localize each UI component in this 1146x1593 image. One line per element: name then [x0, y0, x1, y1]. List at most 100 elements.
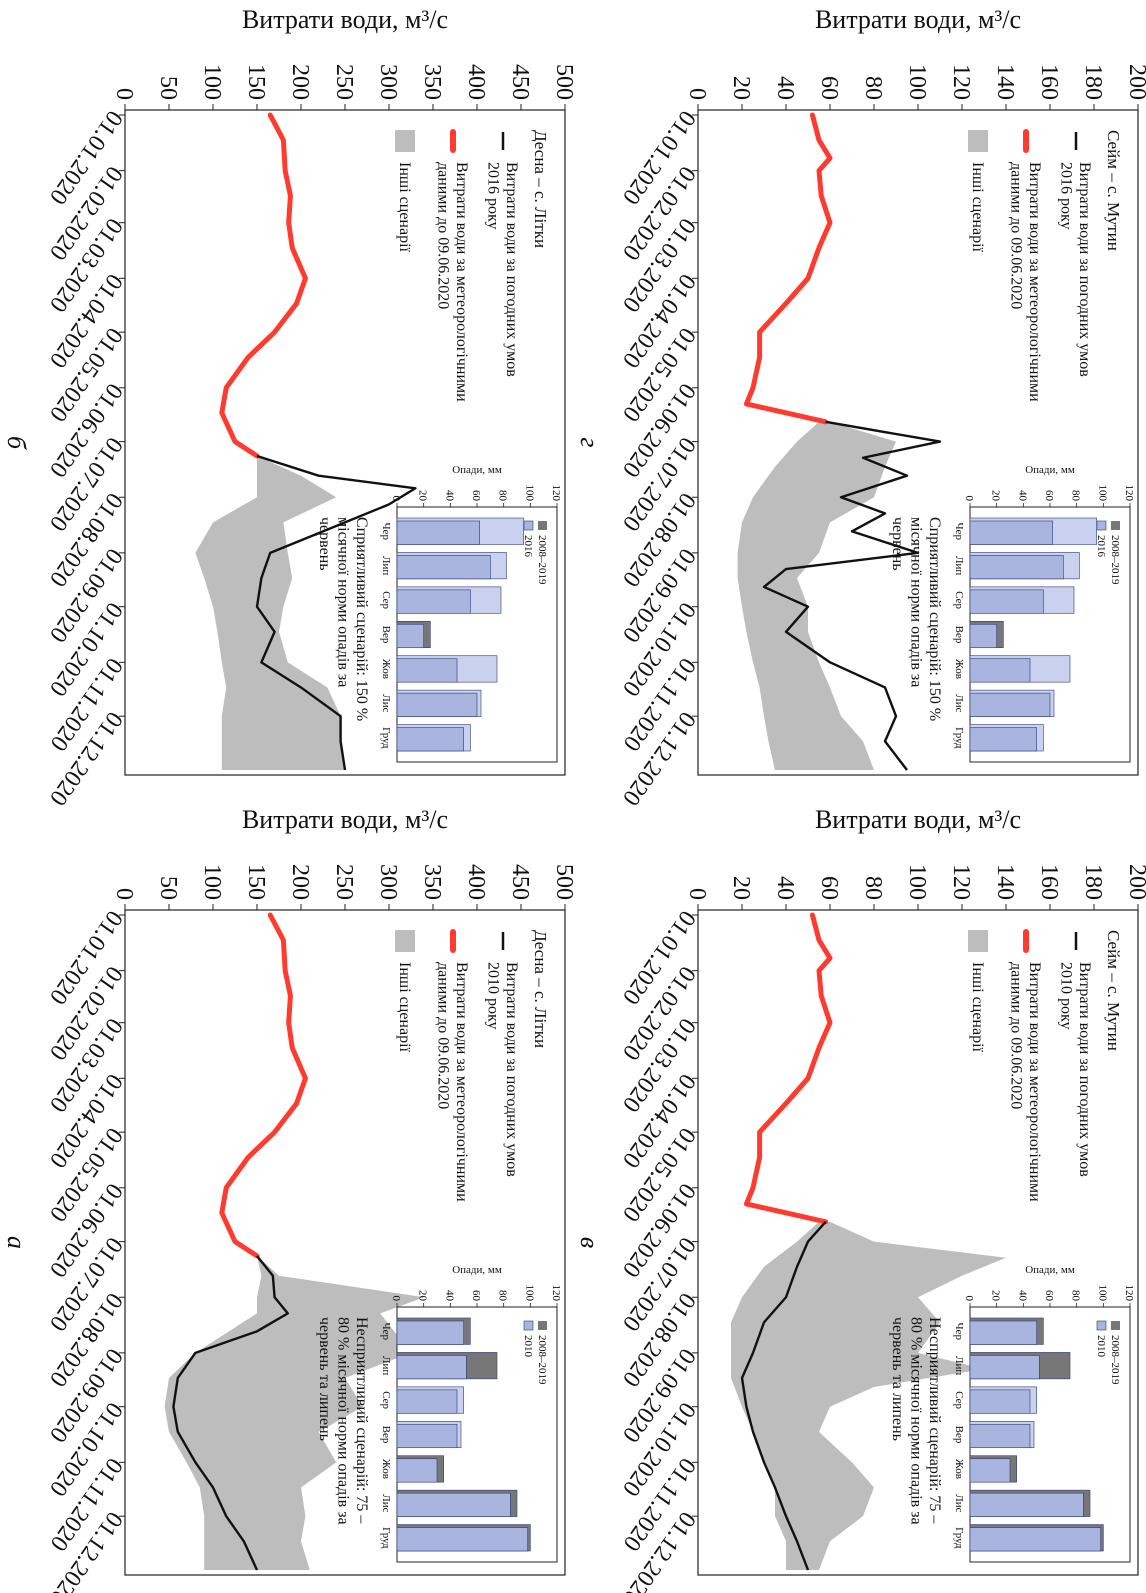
inset-y-tick: 100: [523, 1285, 535, 1302]
scenario-description: Сприятливий сценарій: 150 %місячної норм…: [889, 517, 943, 721]
inset-y-tick: 120: [1123, 1285, 1135, 1302]
legend-band-label: Інші сценарії: [969, 962, 986, 1053]
inset-y-tick: 100: [523, 485, 535, 502]
inset-bar-year: [396, 1320, 464, 1345]
y-tick-label: 250: [331, 864, 357, 900]
y-tick-label: 300: [375, 64, 401, 100]
inset-bar-year: [969, 658, 1031, 683]
inset-bar-year: [396, 1389, 458, 1414]
legend-band-swatch: [395, 130, 415, 152]
inset-bar-year: [396, 692, 478, 717]
inset-bar-year: [396, 1355, 467, 1380]
inset-y-tick: 80: [497, 490, 509, 502]
inset-y-tick: 0: [390, 496, 402, 502]
inset-month-label: Чер: [953, 522, 965, 540]
y-tick-label: 80: [860, 876, 886, 900]
y-tick-label: 200: [1124, 864, 1146, 900]
y-tick-label: 60: [816, 876, 842, 900]
inset-month-label: Сер: [953, 591, 965, 609]
station-title: Сейм – с. Мутин: [1104, 130, 1123, 251]
y-tick-label: 200: [287, 64, 313, 100]
inset-y-tick: 60: [1043, 490, 1055, 502]
y-tick-label: 140: [992, 864, 1018, 900]
black-series-line: [172, 1255, 289, 1571]
inset-month-label: Лип: [380, 1356, 392, 1375]
y-tick-label: 100: [904, 64, 930, 100]
legend: Десна – с. Літки Витрати води за погодних…: [395, 129, 550, 402]
inset-month-label: Лис: [953, 1494, 965, 1512]
y-tick-label: 120: [948, 64, 974, 100]
y-axis-label: Витрати води, м³/с: [242, 5, 448, 34]
y-tick-label: 0: [111, 88, 137, 100]
inset-bar-year: [969, 623, 997, 649]
inset-month-label: Лис: [380, 1494, 392, 1512]
y-tick-label: 20: [728, 876, 754, 900]
inset-legend-year: 2010: [1095, 1335, 1107, 1358]
inset-y-label: Опади, мм: [452, 1264, 502, 1276]
inset-month-label: Лип: [953, 1356, 965, 1375]
inset-month-label: Чер: [953, 1322, 965, 1340]
inset-month-label: Чер: [380, 522, 392, 540]
inset-y-tick: 80: [497, 1290, 509, 1302]
y-tick-label: 120: [948, 864, 974, 900]
precip-inset: 0 20 40 60 80 100 120 Опади, мм Чер Лип Сер Вер Жов Л…: [953, 464, 1135, 763]
inset-month-label: Груд: [953, 1527, 965, 1549]
legend: Десна – с. Літки Витрати води за погодних…: [395, 929, 550, 1202]
y-tick-label: 40: [772, 876, 798, 900]
inset-y-label: Опади, мм: [452, 464, 502, 476]
inset-bar-year: [969, 1355, 1040, 1380]
inset-y-tick: 40: [1016, 1290, 1028, 1302]
inset-month-label: Груд: [380, 1527, 392, 1549]
inset-month-label: Груд: [953, 727, 965, 749]
scenario-description: Несприятливий сценарій: 75 –80 % місячно…: [316, 1317, 370, 1525]
inset-bar-year: [396, 658, 458, 683]
y-tick-label: 180: [1080, 64, 1106, 100]
inset-y-tick: 100: [1096, 485, 1108, 502]
inset-bar-year: [969, 1492, 1084, 1517]
legend-band-label: Інші сценарії: [969, 162, 986, 253]
black-series-line: [255, 454, 417, 771]
y-tick-label: 100: [904, 864, 930, 900]
inset-legend-norm-swatch: [1111, 1321, 1120, 1330]
y-tick-label: 100: [199, 64, 225, 100]
inset-month-label: Груд: [380, 727, 392, 749]
black-series-line: [740, 1221, 827, 1571]
panel-caption: в: [575, 1237, 604, 1248]
y-tick-label: 400: [463, 864, 489, 900]
chart-panel-a: 0 50 100 150 200 250 300 350 400 450 500 Витрати во…: [0, 800, 577, 1593]
inset-y-tick: 20: [417, 1290, 429, 1302]
legend-line-label: Витрати води за погодних умов2010 року: [1058, 962, 1093, 1177]
inset-legend-year: 2010: [522, 1335, 534, 1358]
inset-bar-year: [969, 692, 1051, 717]
y-tick-label: 150: [243, 864, 269, 900]
inset-bar-year: [969, 1527, 1101, 1552]
y-tick-label: 160: [1036, 64, 1062, 100]
inset-bar-year: [969, 1458, 1011, 1483]
station-title: Сейм – с. Мутин: [1104, 930, 1123, 1051]
inset-bar-year: [396, 1423, 458, 1449]
chart-panel-b: 0 50 100 150 200 250 300 350 400 450 500 Витрати во…: [0, 0, 577, 810]
inset-bar-year: [396, 623, 424, 649]
inset-y-label: Опади, мм: [1025, 464, 1075, 476]
y-tick-label: 60: [816, 76, 842, 100]
y-tick-label: 450: [507, 64, 533, 100]
inset-month-label: Жов: [380, 1459, 392, 1479]
inset-bar-year: [969, 1389, 1031, 1414]
y-tick-label: 500: [551, 64, 577, 100]
legend-line-label: Витрати води за погодних умов2016 року: [485, 162, 520, 377]
y-tick-label: 400: [463, 64, 489, 100]
station-title: Десна – с. Літки: [531, 930, 550, 1048]
inset-y-tick: 0: [390, 1296, 402, 1302]
inset-bar-year: [396, 1458, 438, 1483]
legend-red-label: Витрати води за метеорологічнимиданими д…: [435, 162, 470, 402]
scenario-band: [731, 1221, 1006, 1570]
inset-month-label: Жов: [953, 659, 965, 679]
scenario-band: [164, 1255, 425, 1570]
inset-legend-norm: 2008–2019: [536, 1335, 548, 1385]
y-axis-label: Витрати води, м³/с: [815, 805, 1021, 834]
inset-bar-year: [396, 520, 480, 545]
legend: Сейм – с. Мутин Витрати води за погодних …: [968, 129, 1123, 402]
inset-bar-year: [396, 589, 471, 614]
y-tick-label: 150: [243, 64, 269, 100]
